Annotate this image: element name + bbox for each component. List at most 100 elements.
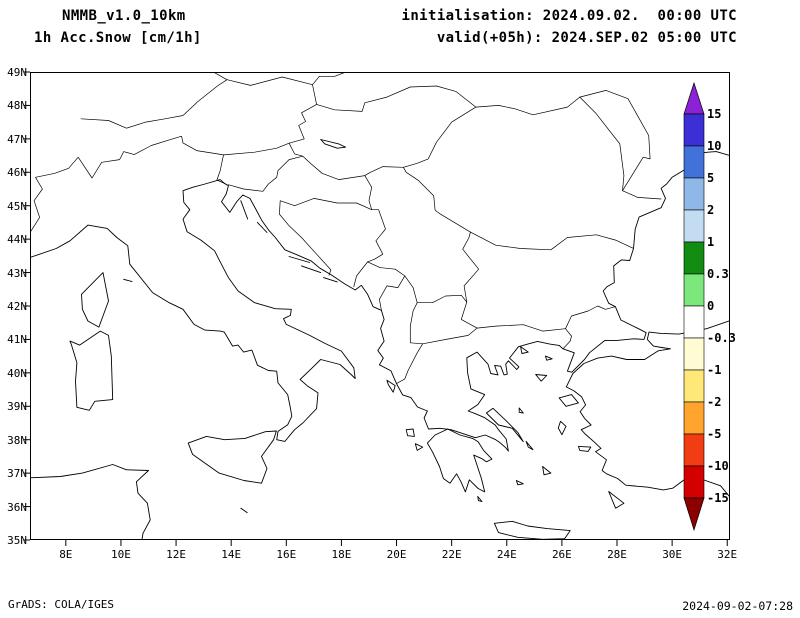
lon-tick-label: 22E [441,548,462,561]
colorbar-segment [683,177,705,211]
colorbar-tick-label: 5 [707,171,715,185]
colorbar-segment [683,145,705,179]
colorbar-segment [683,241,705,275]
colorbar-tick-label: 1 [707,235,715,249]
coastline [30,179,356,442]
colorbar-tick-label: 2 [707,203,715,217]
coastline [405,428,415,437]
coastline [525,440,534,451]
country-border [226,72,347,86]
valid-time-label: valid(+05h): 2024.SEP.02 05:00 UTC [436,30,737,46]
coastline [544,355,553,361]
lat-tick-label: 46N [7,166,27,180]
coastline [240,200,249,220]
coastline [81,272,109,328]
country-border [288,84,317,157]
colorbar-segment [683,113,705,147]
init-time-label: initialisation: 2024.09.02. 00:00 UTC [401,8,737,24]
country-border [565,305,616,330]
coastline [515,480,524,486]
coastline [565,320,730,498]
country-border [404,275,468,304]
country-border [223,142,290,156]
country-border [302,106,477,180]
colorbar-segment [683,273,705,307]
colorbar-tick-label: 15 [707,107,722,121]
model-title: NMMB_v1.0_10km [62,8,186,24]
country-border [379,275,406,311]
lon-tick-label: 14E [221,548,242,561]
colorbar-segment [683,337,705,371]
colorbar-tick-label: -1 [707,363,722,377]
lat-tick-label: 47N [7,132,27,146]
country-border [579,90,651,192]
lat-tick-label: 36N [7,500,27,514]
colorbar-tick-label: -5 [707,427,722,441]
lat-tick-label: 49N [7,66,27,79]
lat-tick-label: 35N [7,534,27,547]
lon-tick-label: 16E [276,548,297,561]
lon-tick-label: 18E [331,548,352,561]
country-border [364,175,373,211]
coastline [187,430,277,484]
lon-tick-label: 26E [551,548,572,561]
coastline [426,428,493,493]
lat-tick-label: 40N [7,366,27,380]
country-border [622,190,662,200]
coastline [320,139,347,149]
coastline [518,407,524,414]
coastline [256,221,268,233]
lon-tick-label: 20E [386,548,407,561]
coastline [288,256,311,263]
coastline [485,407,524,443]
colorbar-arrow-bottom [683,497,705,532]
colorbar [683,81,705,532]
country-border [422,327,478,345]
colorbar-tick-label: -10 [707,459,729,473]
lat-tick-label: 37N [7,467,27,481]
country-border [462,231,480,303]
coastline [69,330,114,411]
colorbar-segment [683,369,705,403]
lat-tick-label: 38N [7,433,27,447]
lon-tick-label: 8E [59,548,73,561]
lon-tick-label: 28E [607,548,627,561]
colorbar-tick-label: -0.3 [707,331,736,345]
coastline [323,277,338,283]
coastline [30,464,151,540]
coastline [608,491,625,509]
coastline [386,379,396,393]
country-border [476,324,566,332]
country-border [294,198,373,211]
coastline [123,278,133,283]
coastline [240,507,248,514]
colorbar-tick-label: 10 [707,139,722,153]
coastline [414,443,424,451]
lat-tick-label: 43N [7,266,27,280]
country-border [367,209,386,263]
coastline [577,445,592,452]
lat-tick-label: 41N [7,333,27,347]
map-geography [30,72,730,540]
lon-tick-label: 30E [662,548,683,561]
coastline [535,374,548,382]
colorbar-segment [683,305,705,339]
coastline [558,394,579,407]
colorbar-segment [683,465,705,499]
lat-tick-label: 39N [7,400,27,414]
coastline [221,151,730,452]
country-border [409,302,424,345]
colorbar-tick-label: 0.3 [707,267,729,281]
creation-timestamp: 2024-09-02-07:28 [682,599,793,613]
lat-tick-label: 48N [7,99,27,113]
colorbar-segment [683,209,705,243]
lat-tick-label: 45N [7,199,27,213]
coastline [542,466,552,476]
colorbar-segment [683,433,705,467]
lon-tick-label: 32E [717,548,738,561]
coastline [520,346,529,354]
coastline [557,420,567,436]
country-border [562,328,572,349]
country-border [228,155,304,192]
